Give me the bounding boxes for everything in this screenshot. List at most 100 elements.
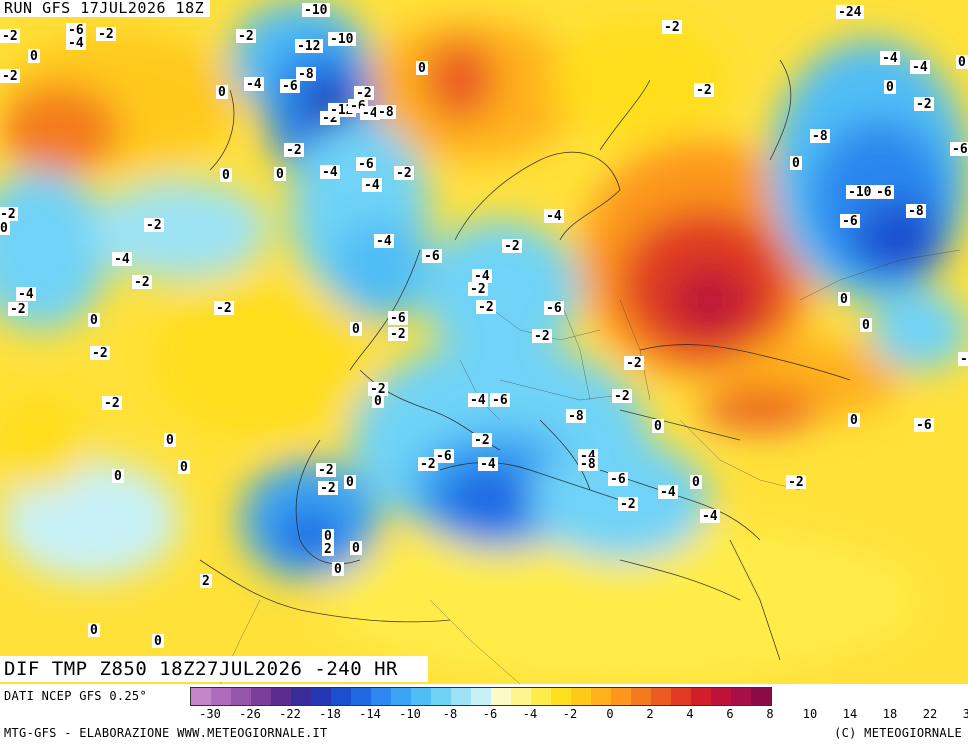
legend-tick-label: 30 <box>962 707 968 721</box>
legend-swatch <box>491 688 511 705</box>
svg-text:-8: -8 <box>580 457 596 472</box>
legend-swatch <box>551 688 571 705</box>
svg-text:0: 0 <box>862 318 870 333</box>
contour-label: 0 <box>88 623 100 638</box>
svg-text:-6: -6 <box>952 142 968 157</box>
contour-label: -2 <box>786 475 806 490</box>
contour-label: -10 <box>328 32 356 47</box>
contour-label: -2 <box>90 346 110 361</box>
borders <box>219 249 961 684</box>
legend-tick-label: 4 <box>686 707 694 721</box>
contour-label: -2 <box>662 20 682 35</box>
svg-text:-2: -2 <box>318 463 334 478</box>
legend-tick-label: 0 <box>606 707 614 721</box>
contour-label: -4 <box>244 77 264 92</box>
svg-text:0: 0 <box>276 167 284 182</box>
svg-text:-24: -24 <box>838 5 862 20</box>
svg-text:-6: -6 <box>390 311 406 326</box>
svg-text:-4: -4 <box>882 51 898 66</box>
legend-tick-label: -10 <box>399 707 421 721</box>
legend-swatch <box>691 688 711 705</box>
contour-label: 0 <box>322 529 334 544</box>
svg-text:0: 0 <box>90 313 98 328</box>
contour-label: 0 <box>164 433 176 448</box>
contour-label: -6 <box>356 157 376 172</box>
contour-label: -4 <box>374 234 394 249</box>
legend-swatch <box>251 688 271 705</box>
contour-label: 0 <box>0 221 10 236</box>
contour-label: -2 <box>0 69 20 84</box>
svg-text:0: 0 <box>346 475 354 490</box>
svg-text:0: 0 <box>352 322 360 337</box>
contour-label: 0 <box>112 469 124 484</box>
svg-text:-2: -2 <box>146 218 162 233</box>
svg-text:-2: -2 <box>0 207 16 222</box>
contour-label: 0 <box>884 80 896 95</box>
contour-label: -2 <box>0 29 20 44</box>
svg-text:-6: -6 <box>610 472 626 487</box>
svg-text:0: 0 <box>90 623 98 638</box>
contour-label: 0 <box>220 168 232 183</box>
svg-text:2: 2 <box>324 542 332 557</box>
svg-text:-2: -2 <box>626 356 642 371</box>
svg-text:-2: -2 <box>216 301 232 316</box>
contour-label: 0 <box>350 541 362 556</box>
data-source: DATI NCEP GFS 0.25° <box>4 689 147 703</box>
legend-tick-label: 14 <box>842 707 858 721</box>
svg-text:0: 0 <box>222 168 230 183</box>
legend-tick-label: -14 <box>359 707 381 721</box>
contour-label: -4 <box>910 60 930 75</box>
svg-text:-2: -2 <box>390 327 406 342</box>
svg-text:0: 0 <box>886 80 894 95</box>
legend-tick-label: -6 <box>482 707 498 721</box>
svg-text:0: 0 <box>30 49 38 64</box>
contour-label: 0 <box>690 475 702 490</box>
contour-label: -6 <box>608 472 628 487</box>
svg-text:-2: -2 <box>104 396 120 411</box>
contour-label: -8 <box>810 129 830 144</box>
contour-label: 0 <box>152 634 164 649</box>
svg-text:0: 0 <box>374 394 382 409</box>
svg-text:-2: -2 <box>98 27 114 42</box>
contour-label: -2 <box>236 29 256 44</box>
legend-tick-label: 18 <box>882 707 898 721</box>
svg-text:-8: -8 <box>812 129 828 144</box>
legend-swatch <box>671 688 691 705</box>
contour-label: -4 <box>320 165 340 180</box>
svg-text:-4: -4 <box>68 36 84 51</box>
svg-text:0: 0 <box>654 419 662 434</box>
contour-label: -8 <box>376 105 396 120</box>
svg-text:-4: -4 <box>114 252 130 267</box>
contour-label: -12 <box>295 39 323 54</box>
legend-swatch <box>311 688 331 705</box>
svg-text:-2: -2 <box>134 275 150 290</box>
contour-label: -2 <box>388 327 408 342</box>
legend-tick-label: 10 <box>802 707 818 721</box>
legend-swatch <box>231 688 251 705</box>
contour-label: 0 <box>372 394 384 409</box>
contour-label: 0 <box>28 49 40 64</box>
contour-label: 0 <box>332 562 344 577</box>
contour-label: -2 <box>96 27 116 42</box>
contour-label: 0 <box>216 85 228 100</box>
svg-text:-4: -4 <box>364 178 380 193</box>
legend-swatch <box>531 688 551 705</box>
legend-swatch <box>351 688 371 705</box>
svg-text:-2: -2 <box>614 389 630 404</box>
contour-label: -2 <box>476 300 496 315</box>
svg-text:0: 0 <box>334 562 342 577</box>
svg-text:0: 0 <box>0 221 8 236</box>
svg-text:-4: -4 <box>376 234 392 249</box>
anomaly-blobs <box>0 0 968 680</box>
svg-text:2: 2 <box>202 574 210 589</box>
contour-label: -6 <box>434 449 454 464</box>
legend-swatch <box>471 688 491 705</box>
legend-swatch <box>291 688 311 705</box>
contour-label: -6 <box>422 249 442 264</box>
svg-text:-12: -12 <box>330 103 353 118</box>
svg-text:-6: -6 <box>436 449 452 464</box>
svg-text:-10: -10 <box>848 185 872 200</box>
contour-label: -4 <box>16 287 36 302</box>
contour-label: 0 <box>274 167 286 182</box>
contour-label: -8 <box>906 204 926 219</box>
